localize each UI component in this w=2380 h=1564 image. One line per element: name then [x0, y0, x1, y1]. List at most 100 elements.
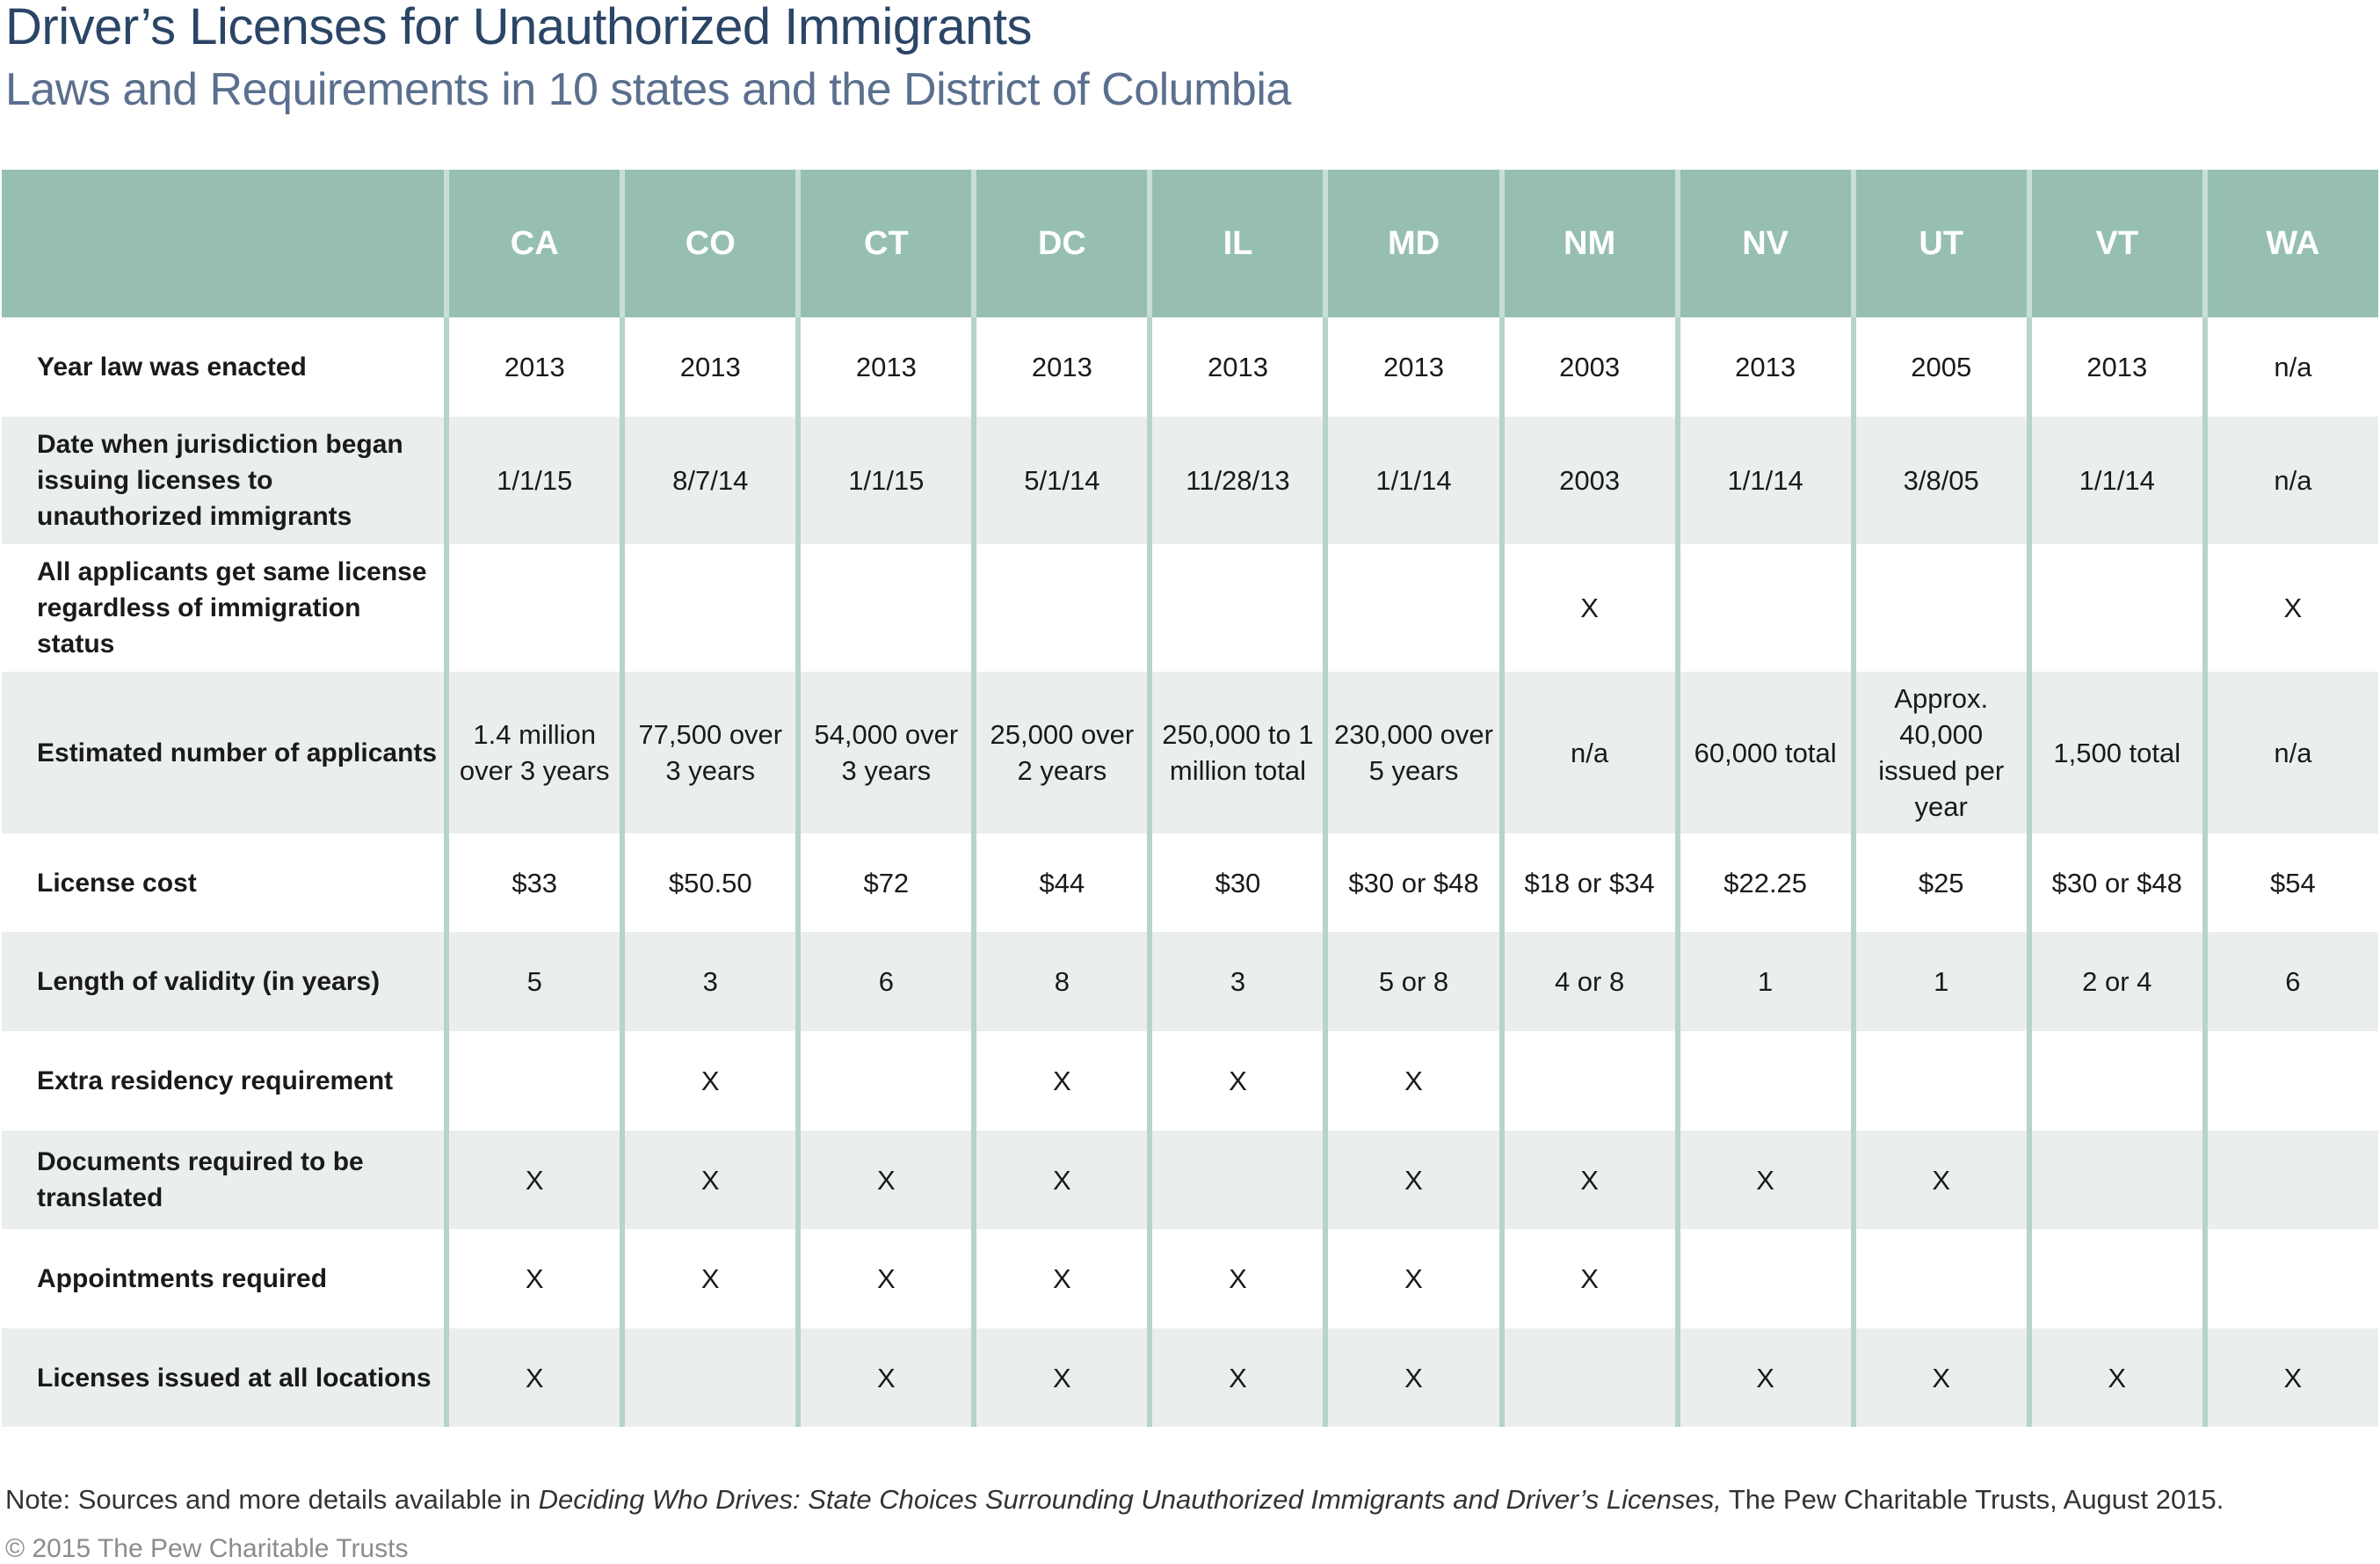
table-cell: X — [1147, 1031, 1324, 1131]
table-cell: X — [1323, 1229, 1499, 1328]
table-cell: X — [620, 1229, 796, 1328]
table-cell: 3/8/05 — [1850, 417, 2027, 544]
table-row: Date when jurisdiction began issuing lic… — [2, 417, 2378, 544]
table-cell: 2 or 4 — [2026, 932, 2202, 1031]
table-cell: X — [620, 1031, 796, 1131]
column-header-ct: CT — [795, 170, 972, 317]
table-cell: $25 — [1850, 833, 2027, 932]
table-cell: X — [1323, 1031, 1499, 1131]
table-cell: 230,000 over 5 years — [1323, 672, 1499, 833]
note-suffix: The Pew Charitable Trusts, August 2015. — [1721, 1484, 2224, 1515]
table-cell: X — [971, 1229, 1148, 1328]
table-cell: X — [795, 1229, 972, 1328]
table-cell: $30 or $48 — [1323, 833, 1499, 932]
column-header-dc: DC — [971, 170, 1148, 317]
table-cell: 2005 — [1850, 317, 2027, 417]
table-cell — [1850, 1031, 2027, 1131]
table-cell — [2026, 1131, 2202, 1229]
table-cell: X — [444, 1229, 620, 1328]
table-cell — [971, 544, 1148, 672]
table-cell — [2026, 1031, 2202, 1131]
table-cell: 2003 — [1498, 417, 1675, 544]
table-cell: X — [795, 1328, 972, 1427]
table-cell: X — [1323, 1131, 1499, 1229]
column-header-nv: NV — [1674, 170, 1851, 317]
table-cell: $33 — [444, 833, 620, 932]
table-cell: X — [1674, 1131, 1851, 1229]
table-cell: X — [1498, 1229, 1675, 1328]
note-italic-title: Deciding Who Drives: State Choices Surro… — [538, 1484, 1722, 1515]
table-cell: 2013 — [795, 317, 972, 417]
table-row: All applicants get same license regardle… — [2, 544, 2378, 672]
table-row: License cost $33 $50.50 $72 $44 $30 $30 or $48… — [2, 833, 2378, 932]
table-cell — [1498, 1031, 1675, 1131]
table-cell: Approx. 40,000 issued per year — [1850, 672, 2027, 833]
table-cell — [1850, 1229, 2027, 1328]
table-cell — [1674, 1229, 1851, 1328]
table-cell — [2026, 544, 2202, 672]
row-label: Documents required to be translated — [2, 1131, 445, 1229]
table-cell: X — [2202, 1328, 2378, 1427]
table-cell: $44 — [971, 833, 1148, 932]
table-cell: 1 — [1850, 932, 2027, 1031]
copyright: © 2015 The Pew Charitable Trusts — [5, 1534, 409, 1563]
table-cell: 5 or 8 — [1323, 932, 1499, 1031]
table-cell — [620, 544, 796, 672]
table-cell: 54,000 over 3 years — [795, 672, 972, 833]
table-cell: n/a — [2202, 317, 2378, 417]
row-label: Extra residency requirement — [2, 1031, 445, 1131]
table-cell: 1/1/14 — [2026, 417, 2202, 544]
table-cell: 1/1/14 — [1674, 417, 1851, 544]
table-cell — [620, 1328, 796, 1427]
table-cell: 2013 — [1323, 317, 1499, 417]
column-header-md: MD — [1323, 170, 1499, 317]
table-cell: 5/1/14 — [971, 417, 1148, 544]
header-corner-cell — [2, 170, 445, 317]
table-body: Year law was enacted 2013 2013 2013 2013 2013… — [2, 317, 2378, 1427]
column-header-wa: WA — [2202, 170, 2378, 317]
table-cell: X — [620, 1131, 796, 1229]
table-cell: X — [1498, 1131, 1675, 1229]
table-row: Extra residency requirement X X X X — [2, 1031, 2378, 1131]
table-cell: 5 — [444, 932, 620, 1031]
table-cell: X — [971, 1131, 1148, 1229]
row-label: Length of validity (in years) — [2, 932, 445, 1031]
table-cell: 8 — [971, 932, 1148, 1031]
table-row: Year law was enacted 2013 2013 2013 2013 2013… — [2, 317, 2378, 417]
table-cell: X — [1498, 544, 1675, 672]
table-cell — [1147, 544, 1324, 672]
table-cell: X — [971, 1031, 1148, 1131]
table-cell — [1850, 544, 2027, 672]
table-cell: X — [1323, 1328, 1499, 1427]
column-header-ca: CA — [444, 170, 620, 317]
table-cell — [1147, 1131, 1324, 1229]
table-cell — [2202, 1031, 2378, 1131]
table-cell: 2013 — [444, 317, 620, 417]
table-cell: 6 — [2202, 932, 2378, 1031]
table-cell — [1674, 544, 1851, 672]
column-header-ut: UT — [1850, 170, 2027, 317]
table-row: Length of validity (in years) 5 3 6 8 3 5 or 8… — [2, 932, 2378, 1031]
table-cell: X — [2026, 1328, 2202, 1427]
table-cell: 25,000 over 2 years — [971, 672, 1148, 833]
table-cell: $22.25 — [1674, 833, 1851, 932]
table-cell: 1/1/15 — [444, 417, 620, 544]
row-label: License cost — [2, 833, 445, 932]
table-cell: 1.4 million over 3 years — [444, 672, 620, 833]
column-header-nm: NM — [1498, 170, 1675, 317]
table-cell — [2202, 1229, 2378, 1328]
table-cell: X — [1674, 1328, 1851, 1427]
table-cell — [444, 544, 620, 672]
table-cell: 2013 — [971, 317, 1148, 417]
table-cell: 2003 — [1498, 317, 1675, 417]
table-cell: 77,500 over 3 years — [620, 672, 796, 833]
chart-subtitle: Laws and Requirements in 10 states and t… — [5, 64, 1291, 115]
table-cell — [1323, 544, 1499, 672]
table-row: Licenses issued at all locations X X X X X X X X… — [2, 1328, 2378, 1427]
table-cell: $72 — [795, 833, 972, 932]
table-cell: X — [1147, 1229, 1324, 1328]
table-cell — [1498, 1328, 1675, 1427]
table-cell: X — [444, 1131, 620, 1229]
table-cell: X — [1850, 1131, 2027, 1229]
table-cell: $30 or $48 — [2026, 833, 2202, 932]
